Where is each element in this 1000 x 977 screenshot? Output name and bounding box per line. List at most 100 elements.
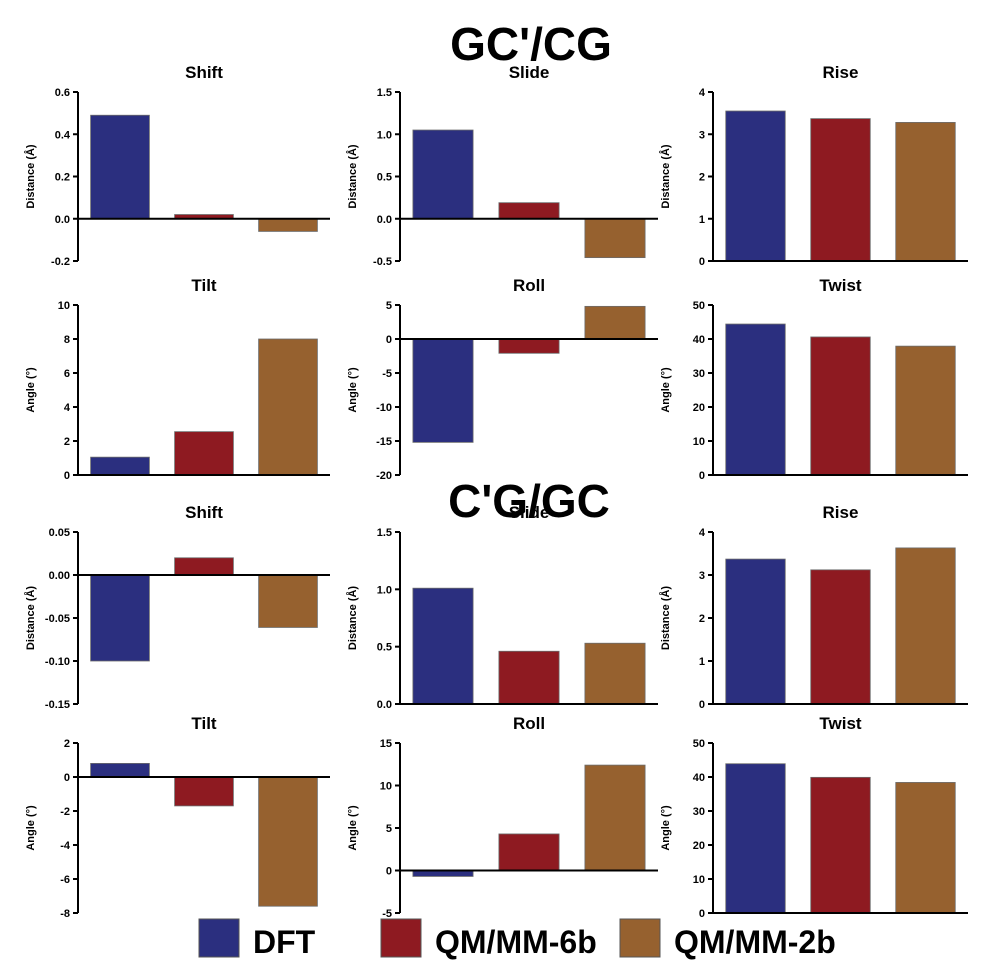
bar-qmmm-6b: [174, 557, 234, 576]
y-tick-label: 40: [693, 772, 705, 784]
bar-qmmm-6b: [498, 833, 560, 871]
y-tick-label: 0.00: [49, 570, 70, 582]
y-tick-label: 4: [64, 402, 71, 414]
legend-label-qmmm-2b: QM/MM-2b: [674, 924, 836, 960]
y-tick-label: 0: [699, 699, 705, 711]
y-tick-label: -10: [376, 402, 392, 414]
y-axis-label: Angle (°): [25, 805, 37, 851]
bar-qmmm-2b: [584, 764, 646, 871]
section-title-bottom: C'G/GC: [448, 475, 610, 527]
y-tick-label: 6: [64, 368, 70, 380]
panel-cggc-tilt: Tilt Angle (°) -8 -6 -4 -2 0 2: [25, 714, 330, 920]
bar-qmmm-2b: [584, 642, 646, 705]
y-tick-label: 2: [64, 738, 70, 750]
y-tick-label: 0.0: [377, 699, 392, 711]
y-tick-label: 0: [699, 256, 705, 268]
bar-dft: [90, 456, 150, 476]
bar-qmmm-6b: [498, 338, 560, 354]
y-tick-label: -0.10: [45, 656, 70, 668]
y-tick-label: -4: [60, 840, 71, 852]
bar-dft: [412, 338, 474, 443]
y-axis-label: Distance (Å): [24, 144, 37, 209]
y-axis-label: Distance (Å): [24, 586, 37, 651]
bar-dft: [725, 763, 786, 914]
y-tick-label: -0.15: [45, 699, 70, 711]
y-tick-label: -15: [376, 436, 392, 448]
y-tick-label: 1: [699, 656, 705, 668]
y-tick-label: 0.05: [49, 527, 70, 539]
panel-title: Slide: [509, 63, 550, 82]
y-tick-label: 0.0: [377, 214, 392, 226]
bar-qmmm-2b: [584, 305, 646, 340]
panel-cggc-slide: Slide Distance (Å) 0.0 0.5 1.0 1.5: [346, 503, 658, 711]
panel-gccg-twist: Twist Angle (°) 0 10 20 30 40 50: [660, 276, 968, 482]
panel-title: Roll: [513, 276, 545, 295]
y-tick-label: 5: [386, 300, 392, 312]
bar-qmmm-2b: [584, 218, 646, 259]
y-tick-label: 1.5: [377, 87, 392, 99]
bar-qmmm-2b: [258, 776, 318, 907]
y-tick-label: -0.2: [51, 256, 70, 268]
y-axis-label: Angle (°): [660, 805, 672, 851]
legend-label-dft: DFT: [253, 924, 316, 960]
panel-title: Shift: [185, 63, 223, 82]
panel-title: Tilt: [191, 714, 217, 733]
y-tick-label: -8: [60, 908, 70, 920]
bar-dft: [725, 323, 786, 476]
y-tick-label: 5: [386, 823, 392, 835]
bar-qmmm-6b: [810, 776, 871, 914]
y-axis-label: Angle (°): [347, 367, 359, 413]
panel-gccg-roll: Roll Angle (°) -20 -15 -10 -5 0 5: [347, 276, 658, 482]
bar-qmmm-6b: [174, 776, 234, 807]
bar-qmmm-6b: [810, 569, 871, 705]
y-tick-label: 0.5: [377, 172, 392, 184]
y-tick-label: 30: [693, 806, 705, 818]
y-axis-label: Distance (Å): [659, 144, 672, 209]
legend: DFT QM/MM-6b QM/MM-2b: [198, 918, 836, 960]
bar-dft: [90, 114, 150, 220]
y-tick-label: -6: [60, 874, 70, 886]
panel-cggc-roll: Roll Angle (°) -5 0 5 10 15: [347, 714, 658, 920]
y-axis-label: Distance (Å): [346, 144, 359, 209]
y-tick-label: 0.6: [55, 87, 70, 99]
y-tick-label: 0.0: [55, 214, 70, 226]
panels-group: Shift Distance (Å) -0.2 0.0 0.2 0.4 0.6 Slide Di…: [24, 63, 968, 920]
y-tick-label: 4: [699, 87, 706, 99]
y-tick-label: 0: [699, 908, 705, 920]
y-tick-label: 0: [386, 334, 392, 346]
y-tick-label: -20: [376, 470, 392, 482]
bar-dft: [90, 763, 150, 778]
y-tick-label: 10: [58, 300, 70, 312]
y-tick-label: -0.5: [373, 256, 392, 268]
y-tick-label: 2: [699, 613, 705, 625]
y-tick-label: 20: [693, 402, 705, 414]
panel-cggc-rise: Rise Distance (Å) 0 1 2 3 4: [659, 503, 968, 711]
y-axis-label: Distance (Å): [659, 586, 672, 651]
y-tick-label: 50: [693, 300, 705, 312]
y-tick-label: 2: [64, 436, 70, 448]
bar-dft: [412, 587, 474, 705]
section-title-top: GC'/CG: [450, 18, 612, 70]
bar-qmmm-2b: [895, 547, 956, 705]
y-tick-label: 0.2: [55, 172, 70, 184]
panel-title: Slide: [509, 503, 550, 522]
panel-title: Roll: [513, 714, 545, 733]
y-tick-label: 15: [380, 738, 392, 750]
y-tick-label: 0: [386, 866, 392, 878]
bar-dft: [90, 574, 150, 662]
panel-title: Tilt: [191, 276, 217, 295]
y-tick-label: 50: [693, 738, 705, 750]
panel-title: Twist: [819, 714, 862, 733]
panel-title: Twist: [819, 276, 862, 295]
legend-swatch-qmmm-2b: [619, 918, 661, 958]
y-tick-label: 3: [699, 570, 705, 582]
bar-qmmm-6b: [498, 650, 560, 705]
y-tick-label: 0.4: [55, 129, 71, 141]
y-tick-label: 10: [380, 781, 392, 793]
panel-cggc-shift: Shift Distance (Å) -0.15 -0.10 -0.05 0.00 0.05: [24, 503, 330, 711]
y-tick-label: -5: [382, 908, 392, 920]
panel-title: Shift: [185, 503, 223, 522]
bar-qmmm-2b: [258, 338, 318, 476]
panel-cggc-twist: Twist Angle (°) 0 10 20 30 40 50: [660, 714, 968, 920]
